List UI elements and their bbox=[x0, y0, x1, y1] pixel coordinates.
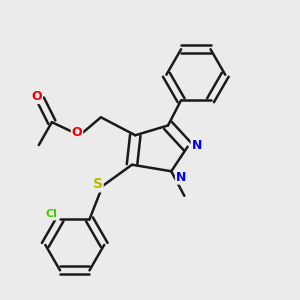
Text: O: O bbox=[72, 126, 83, 139]
Text: Cl: Cl bbox=[46, 209, 58, 220]
Text: N: N bbox=[192, 139, 202, 152]
Text: O: O bbox=[31, 90, 42, 103]
Text: S: S bbox=[93, 177, 103, 191]
Text: N: N bbox=[176, 171, 186, 184]
